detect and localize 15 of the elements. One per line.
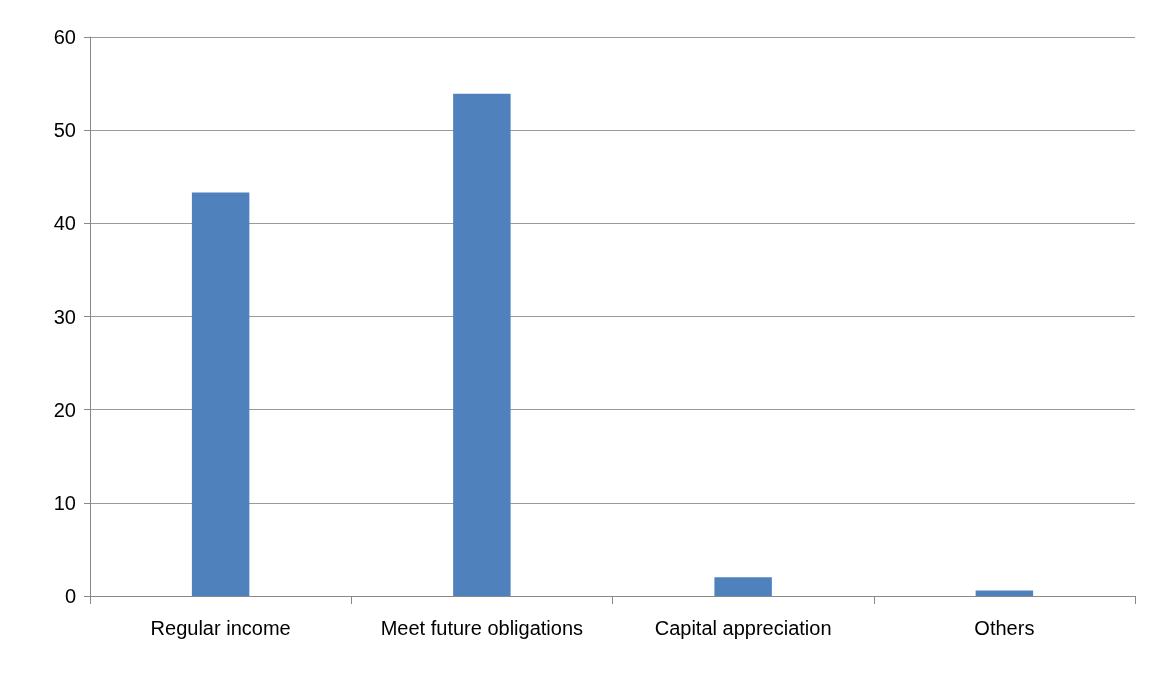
y-tick-label: 50 <box>53 119 76 142</box>
x-tick-label: Others <box>974 617 1035 639</box>
bar <box>191 192 250 596</box>
bar <box>714 577 772 596</box>
bar <box>453 93 511 596</box>
y-tick-label: 40 <box>53 212 76 235</box>
y-tick-label: 0 <box>64 585 76 607</box>
x-tick-label: Meet future obligations <box>380 617 584 639</box>
bar <box>975 590 1034 596</box>
x-tick-label: Capital appreciation <box>654 617 832 639</box>
y-tick-label: 20 <box>53 398 76 421</box>
y-tick-label: 10 <box>53 491 76 514</box>
x-tick-label: Regular income <box>150 617 291 639</box>
y-tick-label: 30 <box>53 305 76 328</box>
y-tick-label: 60 <box>53 26 76 48</box>
